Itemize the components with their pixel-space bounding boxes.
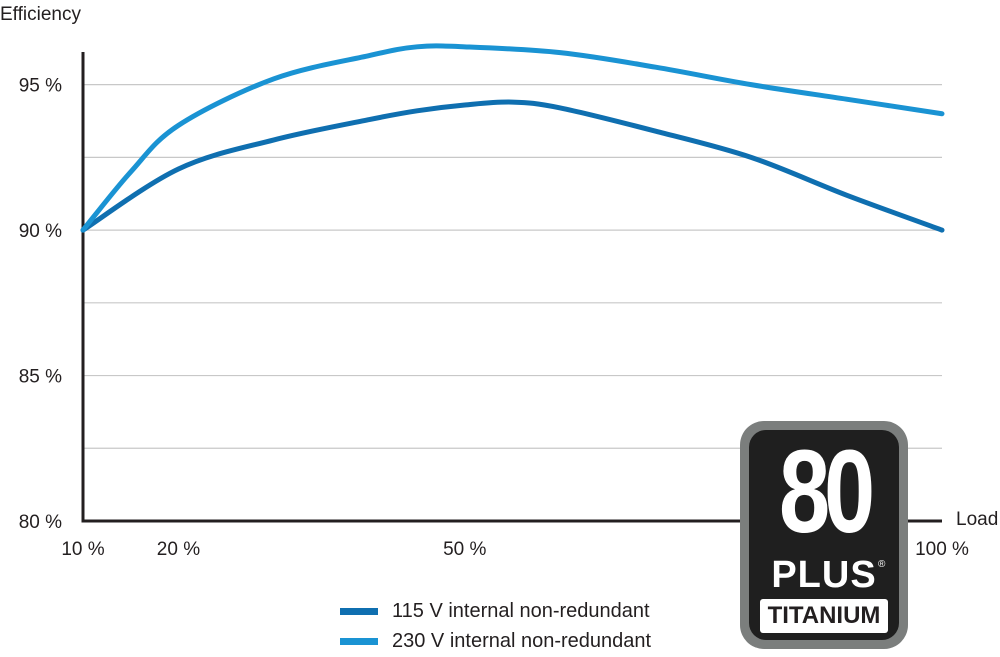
badge-number: 80 — [779, 426, 875, 558]
y-tick-label: 80 % — [19, 512, 62, 533]
x-tick-label: 10 % — [61, 539, 104, 560]
legend-item-115v: 115 V internal non-redundant — [340, 596, 651, 626]
x-tick-label: 100 % — [915, 539, 969, 560]
tick-labels: 80 % 85 % 90 % 95 % 10 % 20 % 50 % 100 % — [19, 76, 969, 560]
legend-swatch-115v — [340, 607, 378, 615]
y-tick-label: 95 % — [19, 76, 62, 97]
series-line-230v — [80, 43, 945, 233]
x-axis-title: Load — [956, 509, 998, 530]
badge-plus-text: PLUS — [771, 554, 877, 596]
series-lines — [80, 43, 945, 233]
gridlines — [83, 84, 942, 449]
legend-label-230v: 230 V internal non-redundant — [392, 629, 652, 652]
registered-mark: ® — [878, 559, 886, 570]
legend-swatch-230v — [340, 637, 378, 645]
badge-tier-label: TITANIUM — [767, 602, 881, 629]
y-tick-label: 90 % — [19, 221, 62, 242]
x-tick-label: 50 % — [443, 539, 486, 560]
series-line-115v — [80, 99, 945, 233]
y-tick-label: 85 % — [19, 367, 62, 388]
x-tick-label: 20 % — [157, 539, 200, 560]
y-axis-title: Efficiency — [0, 4, 81, 25]
legend: 115 V internal non-redundant 230 V inter… — [340, 596, 651, 656]
legend-item-230v: 230 V internal non-redundant — [340, 626, 651, 656]
badge-tier-band — [760, 599, 888, 633]
legend-label-115v: 115 V internal non-redundant — [392, 599, 650, 622]
80-plus-titanium-badge: 80 PLUS ® TITANIUM — [740, 421, 908, 649]
